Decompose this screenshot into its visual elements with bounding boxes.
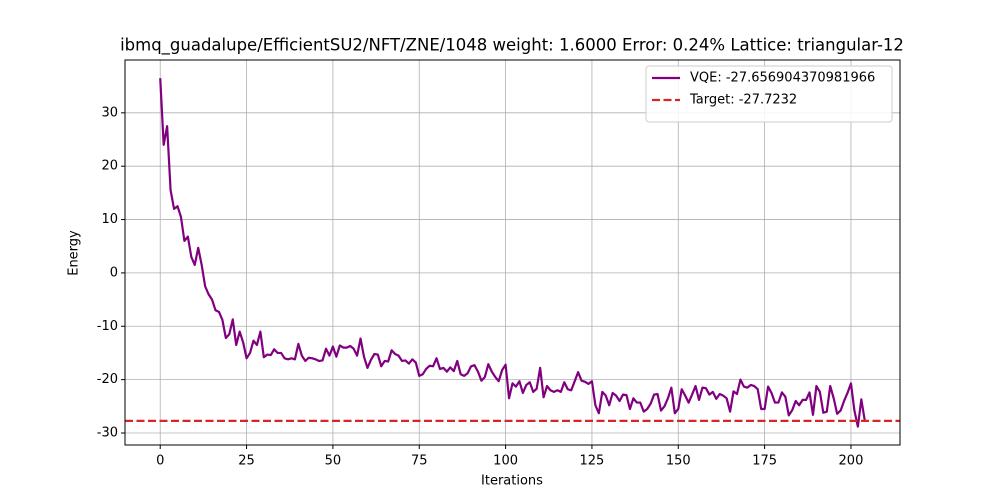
chart-title: ibmq_guadalupe/EfficientSU2/NFT/ZNE/1048… xyxy=(120,36,904,56)
x-tick-label: 175 xyxy=(752,454,777,469)
y-tick-label: -30 xyxy=(97,425,118,440)
y-tick-label: 20 xyxy=(101,159,118,174)
series-line xyxy=(159,78,866,428)
plot-frame xyxy=(124,59,901,446)
x-tick-label: 0 xyxy=(156,454,164,469)
legend-label: VQE: -27.656904370981966 xyxy=(690,71,875,86)
y-tick-label: 0 xyxy=(110,265,118,280)
x-tick-label: 100 xyxy=(493,454,518,469)
x-tick-label: 200 xyxy=(839,454,864,469)
x-tick-label: 25 xyxy=(238,454,255,469)
y-tick-label: -20 xyxy=(97,372,118,387)
x-tick-label: 125 xyxy=(580,454,605,469)
y-axis-label: Energy xyxy=(67,230,82,276)
x-tick-label: 75 xyxy=(411,454,428,469)
legend-box xyxy=(645,65,893,123)
x-axis-label: Iterations xyxy=(481,474,543,489)
x-tick-label: 50 xyxy=(325,454,342,469)
y-tick-label: 10 xyxy=(101,212,118,227)
y-tick-label: 30 xyxy=(101,105,118,120)
x-tick-label: 150 xyxy=(666,454,691,469)
legend-label: Target: -27.7232 xyxy=(689,93,797,108)
y-tick-label: -10 xyxy=(97,319,118,334)
